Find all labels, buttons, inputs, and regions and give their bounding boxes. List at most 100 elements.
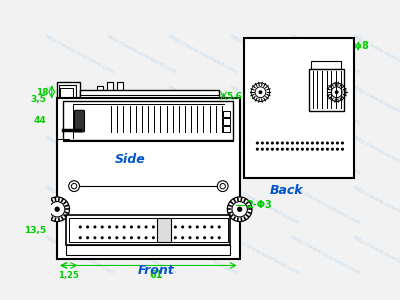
Bar bbox=[57, 101, 219, 136]
Circle shape bbox=[108, 236, 111, 239]
Circle shape bbox=[196, 225, 199, 229]
Circle shape bbox=[181, 225, 184, 229]
Bar bbox=[223, 118, 230, 124]
Bar bbox=[57, 136, 69, 142]
Circle shape bbox=[108, 225, 111, 229]
Text: http://www.soarland.com: http://www.soarland.com bbox=[228, 184, 300, 226]
Circle shape bbox=[101, 225, 104, 229]
Circle shape bbox=[144, 225, 148, 229]
Circle shape bbox=[69, 181, 80, 191]
Circle shape bbox=[210, 225, 214, 229]
Text: http://www.soarland.com: http://www.soarland.com bbox=[166, 184, 238, 226]
Circle shape bbox=[266, 148, 269, 151]
Circle shape bbox=[54, 207, 60, 212]
Circle shape bbox=[296, 142, 299, 145]
Text: http://www.soarland.com: http://www.soarland.com bbox=[290, 34, 362, 76]
Bar bbox=[66, 245, 230, 256]
Circle shape bbox=[181, 236, 184, 239]
Circle shape bbox=[258, 90, 262, 94]
Circle shape bbox=[152, 225, 155, 229]
Circle shape bbox=[335, 90, 338, 94]
Circle shape bbox=[188, 236, 192, 239]
Text: http://www.soarland.com: http://www.soarland.com bbox=[43, 234, 115, 276]
Circle shape bbox=[306, 148, 309, 151]
Bar bbox=[66, 214, 230, 245]
Circle shape bbox=[331, 148, 334, 151]
Circle shape bbox=[218, 236, 221, 239]
Text: http://www.soarland.com: http://www.soarland.com bbox=[228, 84, 300, 125]
Text: Front: Front bbox=[138, 264, 174, 277]
Circle shape bbox=[256, 148, 259, 151]
Circle shape bbox=[218, 225, 221, 229]
Circle shape bbox=[331, 142, 334, 145]
Circle shape bbox=[196, 236, 199, 239]
Text: 44: 44 bbox=[34, 116, 46, 125]
Circle shape bbox=[130, 225, 133, 229]
Text: http://www.soarland.com: http://www.soarland.com bbox=[290, 234, 362, 276]
Circle shape bbox=[152, 236, 155, 239]
Circle shape bbox=[174, 236, 177, 239]
Circle shape bbox=[281, 142, 284, 145]
Text: http://www.soarland.com: http://www.soarland.com bbox=[105, 34, 177, 76]
Circle shape bbox=[256, 142, 259, 145]
Circle shape bbox=[301, 142, 304, 145]
Circle shape bbox=[341, 148, 344, 151]
Circle shape bbox=[291, 148, 294, 151]
Text: http://www.soarland.com: http://www.soarland.com bbox=[43, 84, 115, 125]
Circle shape bbox=[261, 142, 264, 145]
Circle shape bbox=[321, 142, 324, 145]
Circle shape bbox=[166, 225, 170, 229]
Circle shape bbox=[86, 225, 89, 229]
Circle shape bbox=[336, 148, 339, 151]
Circle shape bbox=[306, 142, 309, 145]
Circle shape bbox=[301, 148, 304, 151]
Circle shape bbox=[276, 142, 279, 145]
Text: http://www.soarland.com: http://www.soarland.com bbox=[43, 134, 115, 175]
Circle shape bbox=[266, 142, 269, 145]
Text: 1,25: 1,25 bbox=[58, 271, 79, 280]
Circle shape bbox=[321, 148, 324, 151]
Circle shape bbox=[137, 236, 140, 239]
Bar bbox=[157, 218, 171, 242]
Bar bbox=[223, 126, 230, 132]
Circle shape bbox=[326, 142, 329, 145]
Circle shape bbox=[101, 236, 104, 239]
Text: http://www.soarland.com: http://www.soarland.com bbox=[105, 184, 177, 226]
Text: 8: 8 bbox=[361, 41, 368, 51]
Text: http://www.soarland.com: http://www.soarland.com bbox=[166, 134, 238, 175]
Circle shape bbox=[144, 236, 148, 239]
Circle shape bbox=[271, 142, 274, 145]
Text: http://www.soarland.com: http://www.soarland.com bbox=[166, 234, 238, 276]
Text: Back: Back bbox=[270, 184, 304, 196]
Bar bbox=[80, 95, 219, 101]
Text: http://www.soarland.com: http://www.soarland.com bbox=[351, 134, 400, 175]
Bar bbox=[97, 86, 102, 101]
Circle shape bbox=[286, 142, 289, 145]
Circle shape bbox=[86, 236, 89, 239]
Text: http://www.soarland.com: http://www.soarland.com bbox=[105, 134, 177, 175]
Bar bbox=[244, 38, 354, 178]
Text: http://www.soarland.com: http://www.soarland.com bbox=[351, 184, 400, 226]
Circle shape bbox=[227, 197, 252, 222]
Bar bbox=[309, 69, 344, 112]
Bar bbox=[311, 61, 341, 69]
Circle shape bbox=[159, 236, 162, 239]
Text: http://www.soarland.com: http://www.soarland.com bbox=[351, 84, 400, 125]
Circle shape bbox=[326, 148, 329, 151]
Text: http://www.soarland.com: http://www.soarland.com bbox=[351, 234, 400, 276]
Text: http://www.soarland.com: http://www.soarland.com bbox=[351, 34, 400, 76]
Text: http://www.soarland.com: http://www.soarland.com bbox=[290, 134, 362, 175]
Text: http://www.soarland.com: http://www.soarland.com bbox=[228, 34, 300, 76]
Circle shape bbox=[341, 142, 344, 145]
Circle shape bbox=[328, 83, 346, 101]
Circle shape bbox=[159, 225, 162, 229]
Text: http://www.soarland.com: http://www.soarland.com bbox=[43, 34, 115, 76]
Circle shape bbox=[210, 236, 214, 239]
Circle shape bbox=[123, 236, 126, 239]
Circle shape bbox=[166, 236, 170, 239]
Text: 13,5: 13,5 bbox=[24, 226, 46, 235]
Circle shape bbox=[237, 207, 242, 212]
Circle shape bbox=[123, 225, 126, 229]
Text: http://www.soarland.com: http://www.soarland.com bbox=[228, 134, 300, 175]
Circle shape bbox=[115, 236, 118, 239]
